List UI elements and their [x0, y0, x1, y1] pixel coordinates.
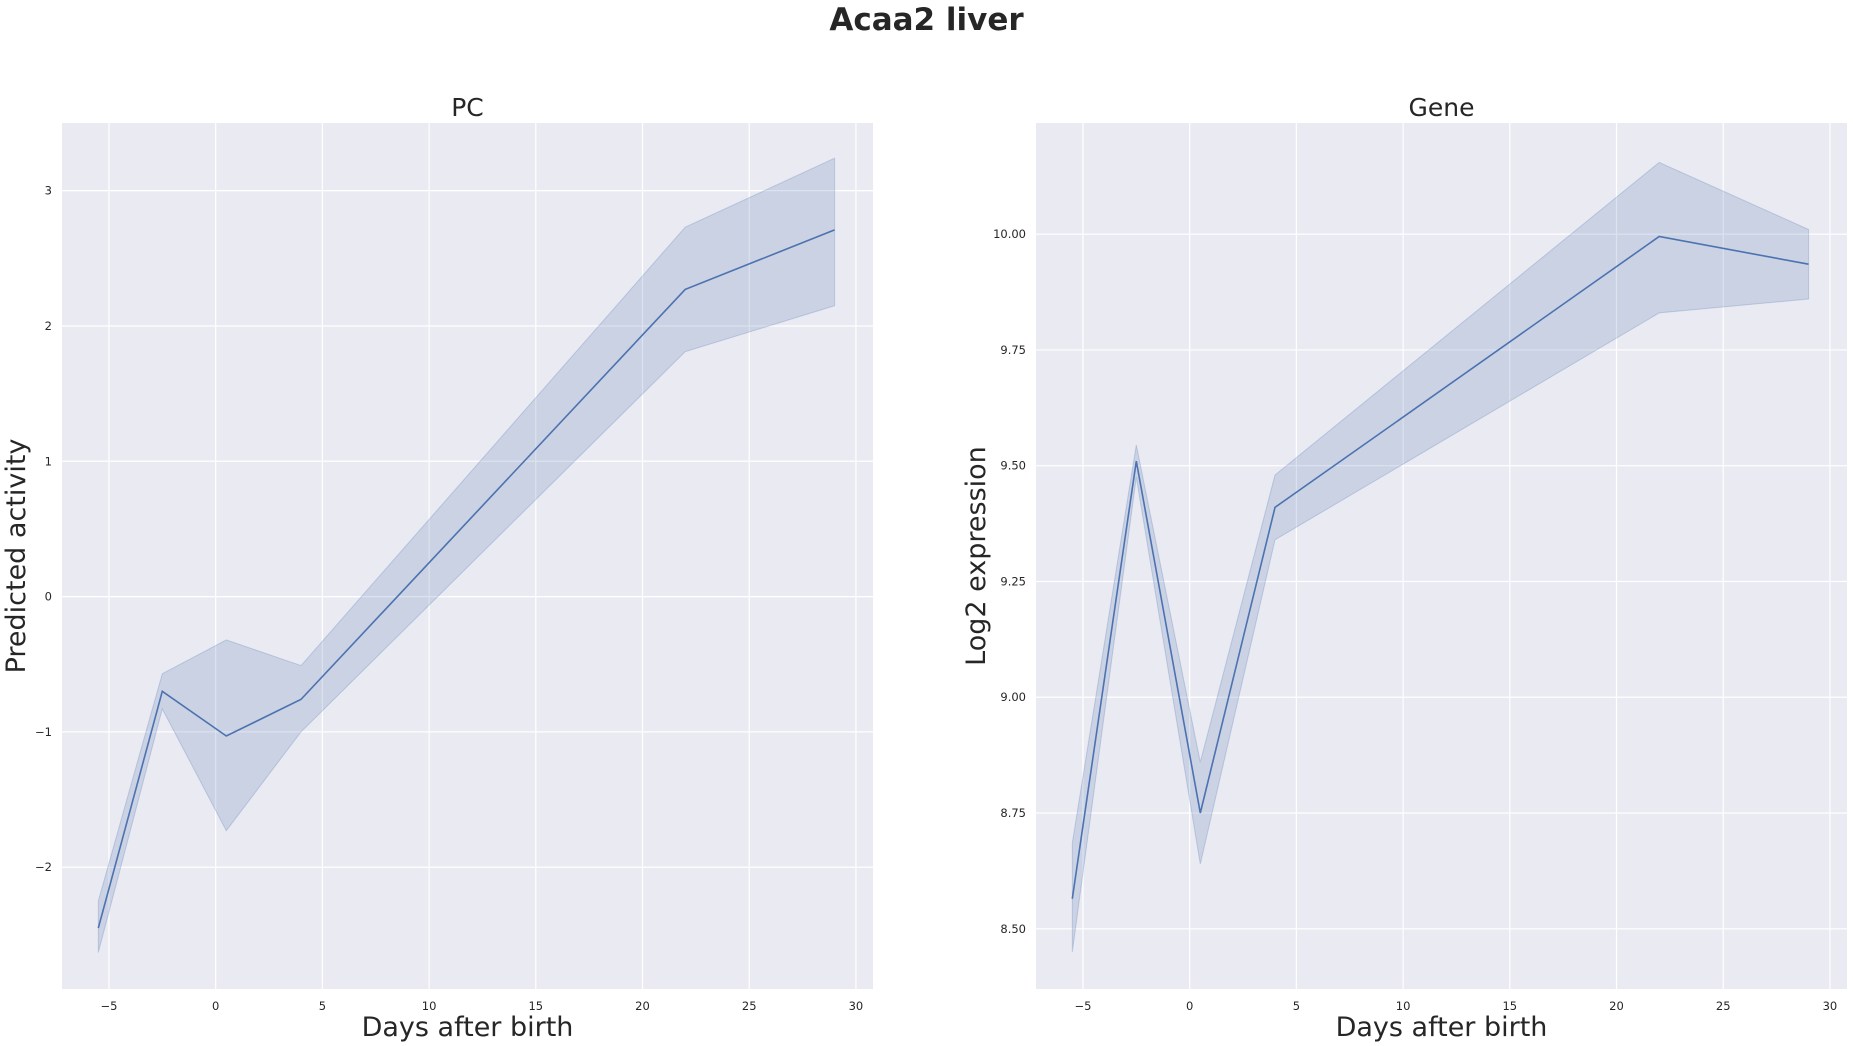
- pc-x-tick-label: 10: [422, 999, 437, 1013]
- gene-x-tick-label: 30: [1823, 999, 1838, 1013]
- gene-x-tick-label: −5: [1074, 999, 1091, 1013]
- gene-x-axis-label: Days after birth: [1336, 1012, 1548, 1043]
- pc-y-tick-label: −1: [35, 725, 52, 739]
- pc-x-tick-label: 20: [635, 999, 650, 1013]
- gene-x-tick-label: 20: [1609, 999, 1624, 1013]
- figure-title: Acaa2 liver: [829, 2, 1024, 38]
- pc-series-line: [97, 229, 835, 929]
- gene-x-tick-label: 15: [1502, 999, 1517, 1013]
- pc-plot-area: [62, 123, 873, 989]
- gene-x-tick-label: 25: [1716, 999, 1731, 1013]
- pc-subplot-title: PC: [451, 93, 484, 122]
- pc-x-tick-label: 25: [742, 999, 757, 1013]
- gene-y-tick-label: 9.50: [1000, 459, 1026, 473]
- pc-x-tick-label: 15: [528, 999, 543, 1013]
- pc-confidence-band: [97, 157, 836, 953]
- gene-y-tick-label: 9.00: [1000, 690, 1026, 704]
- pc-x-tick-label: 0: [212, 999, 219, 1013]
- gene-x-tick-label: 10: [1396, 999, 1411, 1013]
- gene-plot-area: [1036, 123, 1847, 989]
- pc-x-tick-label: 30: [849, 999, 864, 1013]
- pc-y-axis-label: Predicted activity: [1, 439, 32, 674]
- gene-y-tick-label: 9.75: [1000, 343, 1026, 357]
- gene-y-tick-label: 8.75: [1000, 806, 1026, 820]
- pc-y-tick-label: 2: [45, 319, 52, 333]
- gene-y-tick-label: 10.00: [993, 227, 1026, 241]
- pc-x-tick-label: 5: [319, 999, 326, 1013]
- gene-y-tick-label: 8.50: [1000, 922, 1026, 936]
- pc-x-axis-label: Days after birth: [362, 1012, 574, 1043]
- gene-y-tick-label: 9.25: [1000, 574, 1026, 588]
- pc-y-tick-label: 1: [45, 454, 52, 468]
- pc-y-tick-label: −2: [35, 860, 52, 874]
- gene-panel: −5 0 5 10 15 20 25 30 8.50 8.75 9.00 9.25 9.50 9.75 10…: [961, 93, 1847, 1043]
- pc-x-tick-label: −5: [100, 999, 117, 1013]
- gene-series-line: [1071, 235, 1809, 899]
- gene-confidence-band: [1071, 161, 1810, 953]
- gene-x-tick-label: 0: [1186, 999, 1193, 1013]
- pc-y-tick-label: 3: [45, 184, 52, 198]
- gene-subplot-title: Gene: [1409, 93, 1475, 122]
- pc-panel: −5 0 5 10 15 20 25 30 −2 −1 0 1 2 3 PC Days after birth…: [1, 93, 873, 1043]
- gene-x-tick-label: 5: [1293, 999, 1300, 1013]
- pc-y-tick-label: 0: [45, 590, 52, 604]
- gene-y-axis-label: Log2 expression: [961, 446, 992, 666]
